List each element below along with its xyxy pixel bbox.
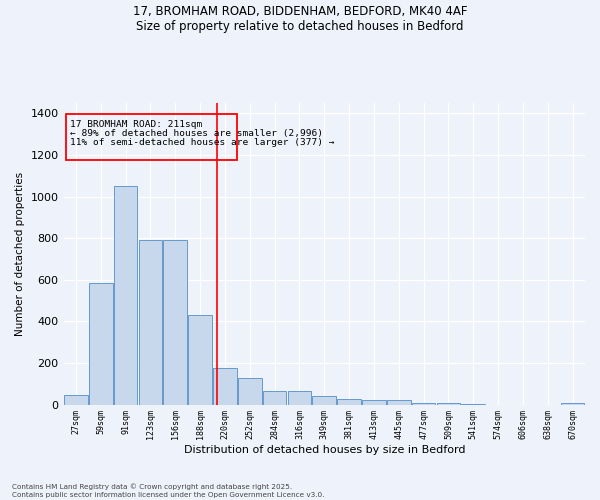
Bar [66, 114, 238, 160]
Y-axis label: Number of detached properties: Number of detached properties [15, 172, 25, 336]
Bar [313, 396, 336, 404]
Bar [263, 391, 286, 404]
Bar [387, 400, 410, 404]
Text: 11% of semi-detached houses are larger (377) →: 11% of semi-detached houses are larger (… [70, 138, 334, 147]
Bar [337, 400, 361, 404]
Bar [114, 186, 137, 404]
Bar [362, 400, 386, 404]
Bar [188, 315, 212, 404]
Bar [213, 368, 237, 405]
Bar [437, 402, 460, 404]
Bar [287, 391, 311, 404]
Bar [238, 378, 262, 404]
Bar [139, 240, 162, 404]
Text: ← 89% of detached houses are smaller (2,996): ← 89% of detached houses are smaller (2,… [70, 129, 323, 138]
Bar [89, 283, 113, 405]
Bar [64, 395, 88, 404]
Text: 17 BROMHAM ROAD: 211sqm: 17 BROMHAM ROAD: 211sqm [70, 120, 202, 128]
Text: Contains HM Land Registry data © Crown copyright and database right 2025.
Contai: Contains HM Land Registry data © Crown c… [12, 484, 325, 498]
Bar [561, 402, 584, 404]
Bar [412, 402, 436, 404]
Text: 17, BROMHAM ROAD, BIDDENHAM, BEDFORD, MK40 4AF
Size of property relative to deta: 17, BROMHAM ROAD, BIDDENHAM, BEDFORD, MK… [133, 5, 467, 33]
Bar [163, 240, 187, 404]
X-axis label: Distribution of detached houses by size in Bedford: Distribution of detached houses by size … [184, 445, 465, 455]
